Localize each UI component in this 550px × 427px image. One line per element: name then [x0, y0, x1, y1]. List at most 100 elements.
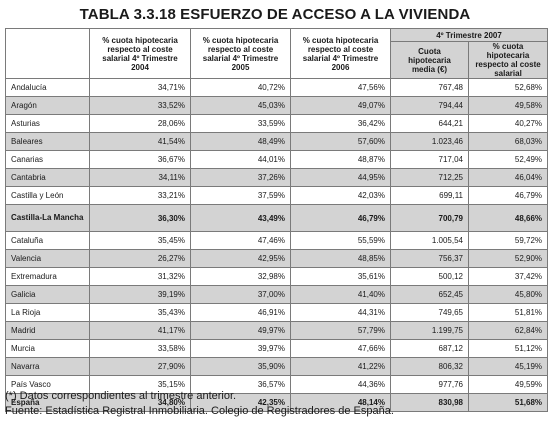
region-name: España — [5, 393, 90, 412]
cell-2004: 27,90% — [89, 357, 191, 376]
table-row: La Rioja 35,43% 46,91% 44,31% 749,65 51,… — [5, 303, 549, 322]
region-name: Castilla-La Mancha — [5, 204, 90, 232]
cell-cuota-2007: 977,76 — [390, 375, 469, 394]
cell-2006: 44,31% — [290, 303, 391, 322]
cell-2005: 39,97% — [190, 339, 291, 358]
table-row: Canarias 36,67% 44,01% 48,87% 717,04 52,… — [5, 150, 549, 169]
cell-pct-2007: 51,12% — [467, 339, 549, 358]
cell-cuota-2007: 767,48 — [390, 78, 469, 97]
cell-2004: 34,11% — [89, 168, 191, 187]
cell-2004: 34,71% — [89, 78, 191, 97]
region-name: Valencia — [5, 249, 90, 268]
cell-2006: 44,36% — [290, 375, 391, 394]
cell-pct-2007: 52,49% — [467, 150, 549, 169]
cell-2006: 35,61% — [290, 267, 391, 286]
cell-cuota-2007: 712,25 — [390, 168, 469, 187]
cell-cuota-2007: 644,21 — [390, 114, 469, 133]
region-name: Navarra — [5, 357, 90, 376]
region-name: Murcia — [5, 339, 90, 358]
cell-pct-2007: 52,90% — [467, 249, 549, 268]
table-row: Galicia 39,19% 37,00% 41,40% 652,45 45,8… — [5, 285, 549, 304]
header-2007-cuota: Cuota hipotecaria media (€) — [390, 41, 469, 79]
cell-2004: 39,19% — [89, 285, 191, 304]
table-row: Madrid 41,17% 49,97% 57,79% 1.199,75 62,… — [5, 321, 549, 340]
cell-2004: 33,58% — [89, 339, 191, 358]
table-row-highlight: Castilla-La Mancha 36,30% 43,49% 46,79% … — [5, 204, 549, 232]
cell-pct-2007: 45,19% — [467, 357, 549, 376]
cell-pct-2007: 62,84% — [467, 321, 549, 340]
cell-2004: 35,43% — [89, 303, 191, 322]
header-corner — [5, 28, 90, 79]
cell-2006: 36,42% — [290, 114, 391, 133]
cell-2004: 41,54% — [89, 132, 191, 151]
cell-2004: 36,30% — [89, 204, 191, 232]
cell-2004: 36,67% — [89, 150, 191, 169]
cell-2006: 48,87% — [290, 150, 391, 169]
cell-2006: 44,95% — [290, 168, 391, 187]
cell-2004: 26,27% — [89, 249, 191, 268]
cell-2004: 33,21% — [89, 186, 191, 205]
header-2006: % cuota hipotecaria respecto al coste sa… — [290, 28, 391, 79]
cell-cuota-2007: 756,37 — [390, 249, 469, 268]
cell-2005: 49,97% — [190, 321, 291, 340]
cell-2005: 46,91% — [190, 303, 291, 322]
cell-cuota-2007: 1.199,75 — [390, 321, 469, 340]
region-name: Canarias — [5, 150, 90, 169]
region-name: Cantabria — [5, 168, 90, 187]
cell-2006: 41,22% — [290, 357, 391, 376]
cell-2004: 31,32% — [89, 267, 191, 286]
cell-pct-2007: 51,68% — [467, 393, 549, 412]
cell-pct-2007: 52,68% — [467, 78, 549, 97]
cell-cuota-2007: 700,79 — [390, 204, 469, 232]
region-name: Extremadura — [5, 267, 90, 286]
header-2005: % cuota hipotecaria respecto al coste sa… — [190, 28, 291, 79]
cell-2005: 37,26% — [190, 168, 291, 187]
cell-pct-2007: 59,72% — [467, 231, 549, 250]
cell-2005: 44,01% — [190, 150, 291, 169]
cell-2005: 33,59% — [190, 114, 291, 133]
header-2004: % cuota hipotecaria respecto al coste sa… — [89, 28, 191, 79]
cell-cuota-2007: 749,65 — [390, 303, 469, 322]
cell-2005: 47,46% — [190, 231, 291, 250]
cell-cuota-2007: 500,12 — [390, 267, 469, 286]
cell-2006: 42,03% — [290, 186, 391, 205]
cell-2006: 47,66% — [290, 339, 391, 358]
cell-2005: 43,49% — [190, 204, 291, 232]
cell-2004: 35,45% — [89, 231, 191, 250]
cell-cuota-2007: 1.023,46 — [390, 132, 469, 151]
region-name: Andalucía — [5, 78, 90, 97]
cell-2006: 41,40% — [290, 285, 391, 304]
table-row: Navarra 27,90% 35,90% 41,22% 806,32 45,1… — [5, 357, 549, 376]
cell-2005: 37,00% — [190, 285, 291, 304]
cell-2004: 33,52% — [89, 96, 191, 115]
table-row: Murcia 33,58% 39,97% 47,66% 687,12 51,12… — [5, 339, 549, 358]
table-row: Baleares 41,54% 48,49% 57,60% 1.023,46 6… — [5, 132, 549, 151]
cell-2006: 48,85% — [290, 249, 391, 268]
cell-pct-2007: 46,04% — [467, 168, 549, 187]
cell-pct-2007: 40,27% — [467, 114, 549, 133]
cell-pct-2007: 68,03% — [467, 132, 549, 151]
table-row-total: España 34,80% 42,35% 48,14% 830,98 51,68… — [5, 393, 549, 412]
table-row: Valencia 26,27% 42,95% 48,85% 756,37 52,… — [5, 249, 549, 268]
table-row: Aragón 33,52% 45,03% 49,07% 794,44 49,58… — [5, 96, 549, 115]
cell-2006: 49,07% — [290, 96, 391, 115]
cell-2006: 46,79% — [290, 204, 391, 232]
region-name: Castilla y León — [5, 186, 90, 205]
table-title: TABLA 3.3.18 ESFUERZO DE ACCESO A LA VIV… — [79, 6, 471, 23]
cell-pct-2007: 45,80% — [467, 285, 549, 304]
cell-pct-2007: 51,81% — [467, 303, 549, 322]
cell-2006: 47,56% — [290, 78, 391, 97]
cell-2005: 42,95% — [190, 249, 291, 268]
cell-2006: 57,79% — [290, 321, 391, 340]
cell-pct-2007: 37,42% — [467, 267, 549, 286]
cell-cuota-2007: 687,12 — [390, 339, 469, 358]
cell-cuota-2007: 806,32 — [390, 357, 469, 376]
cell-2004: 34,80% — [89, 393, 191, 412]
table-row: Cantabria 34,11% 37,26% 44,95% 712,25 46… — [5, 168, 549, 187]
cell-cuota-2007: 699,11 — [390, 186, 469, 205]
region-name: Aragón — [5, 96, 90, 115]
cell-pct-2007: 46,79% — [467, 186, 549, 205]
cell-2005: 35,90% — [190, 357, 291, 376]
cell-2004: 41,17% — [89, 321, 191, 340]
housing-effort-table: % cuota hipotecaria respecto al coste sa… — [5, 28, 549, 412]
